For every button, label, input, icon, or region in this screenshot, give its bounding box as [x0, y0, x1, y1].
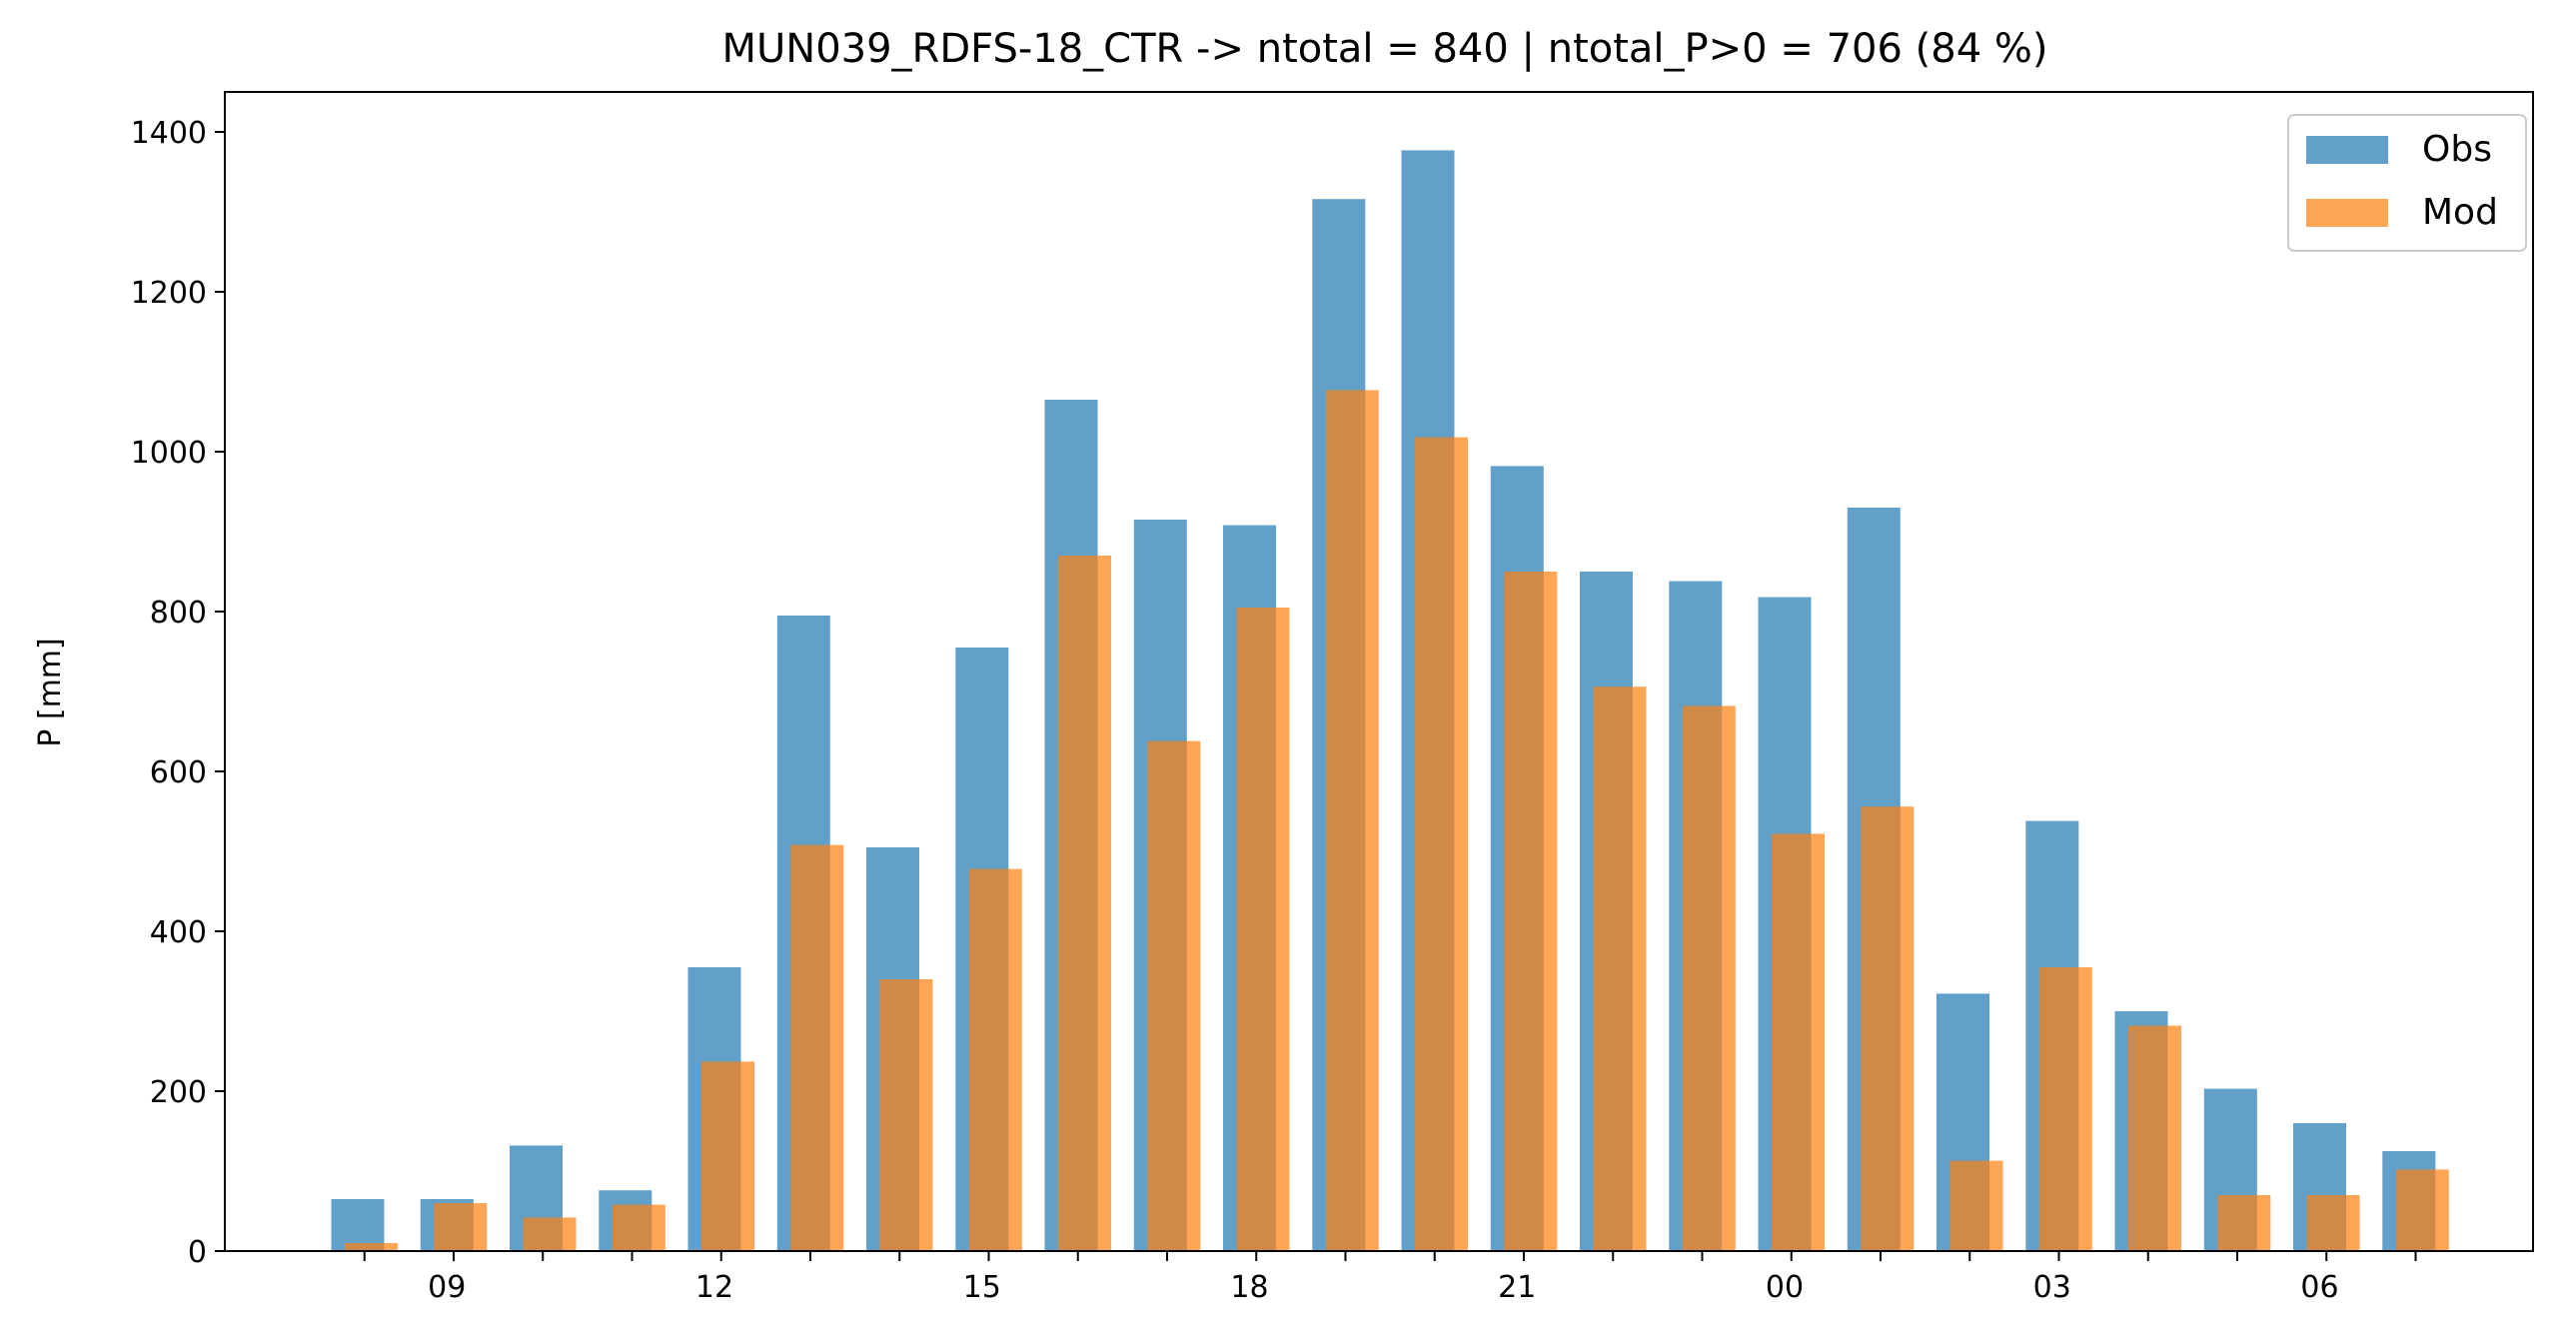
- y-tick-label-1000: 1000: [131, 436, 207, 471]
- mod-bar-09: [434, 1203, 488, 1251]
- mod-bar-03: [2038, 967, 2092, 1251]
- x-tick-label-06: 06: [2300, 1270, 2338, 1305]
- x-tick-label-03: 03: [2033, 1270, 2071, 1305]
- mod-bar-05: [2217, 1195, 2271, 1251]
- mod-bar-21: [1504, 572, 1558, 1251]
- y-tick-label-600: 600: [150, 755, 207, 790]
- legend-swatch-mod: [2306, 199, 2388, 227]
- legend-swatch-obs: [2306, 136, 2388, 164]
- mod-bar-10: [523, 1217, 577, 1251]
- y-tick-label-1400: 1400: [131, 116, 207, 151]
- mod-bar-16: [1058, 556, 1111, 1251]
- y-tick-label-800: 800: [150, 596, 207, 631]
- mod-bar-18: [1236, 608, 1290, 1251]
- mod-bar-01: [1861, 806, 1915, 1251]
- legend-label-obs: Obs: [2422, 129, 2492, 170]
- mod-bar-02: [1949, 1160, 2003, 1251]
- legend-label-mod: Mod: [2422, 192, 2498, 233]
- mod-bar-07: [2395, 1169, 2449, 1251]
- mod-bar-08: [345, 1243, 398, 1251]
- y-axis: 0 200 400 600 800 1000 1200 1400: [131, 116, 225, 1270]
- x-tick-label-21: 21: [1498, 1270, 1536, 1305]
- mod-series-bars: [345, 390, 2449, 1252]
- mod-bar-00: [1772, 833, 1825, 1251]
- plot-frame: [224, 91, 2534, 1252]
- y-tick-label-200: 200: [150, 1075, 207, 1110]
- y-tick-label-400: 400: [150, 915, 207, 950]
- mod-bar-15: [968, 868, 1022, 1251]
- x-tick-label-15: 15: [963, 1270, 1001, 1305]
- mod-bar-14: [879, 979, 933, 1251]
- x-tick-label-12: 12: [695, 1270, 733, 1305]
- y-tick-label-0: 0: [188, 1235, 207, 1270]
- obs-bar-08: [331, 1199, 385, 1251]
- mod-bar-04: [2128, 1025, 2181, 1251]
- mod-bar-12: [701, 1061, 754, 1251]
- mod-bar-13: [790, 844, 844, 1251]
- mod-bar-23: [1682, 705, 1736, 1251]
- x-tick-label-18: 18: [1230, 1270, 1268, 1305]
- mod-bar-06: [2306, 1195, 2360, 1251]
- legend: Obs Mod: [2287, 114, 2527, 252]
- x-tick-label-09: 09: [428, 1270, 466, 1305]
- y-axis-label: P [mm]: [33, 638, 68, 746]
- mod-bar-20: [1415, 437, 1468, 1252]
- y-tick-label-1200: 1200: [131, 276, 207, 311]
- mod-bar-22: [1593, 686, 1647, 1251]
- chart-title: MUN039_RDFS-18_CTR -> ntotal = 840 | nto…: [722, 26, 2048, 72]
- x-tick-label-00: 00: [1766, 1270, 1804, 1305]
- mod-bar-11: [612, 1204, 665, 1251]
- mod-bar-17: [1147, 740, 1201, 1251]
- mod-bar-19: [1325, 390, 1379, 1251]
- x-axis: 09 12 15 18 21 00 03 06: [363, 1251, 2417, 1305]
